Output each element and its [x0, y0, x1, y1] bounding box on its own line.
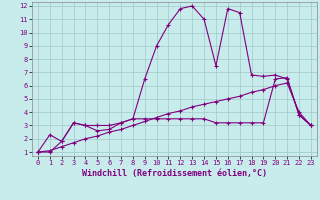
X-axis label: Windchill (Refroidissement éolien,°C): Windchill (Refroidissement éolien,°C): [82, 169, 267, 178]
